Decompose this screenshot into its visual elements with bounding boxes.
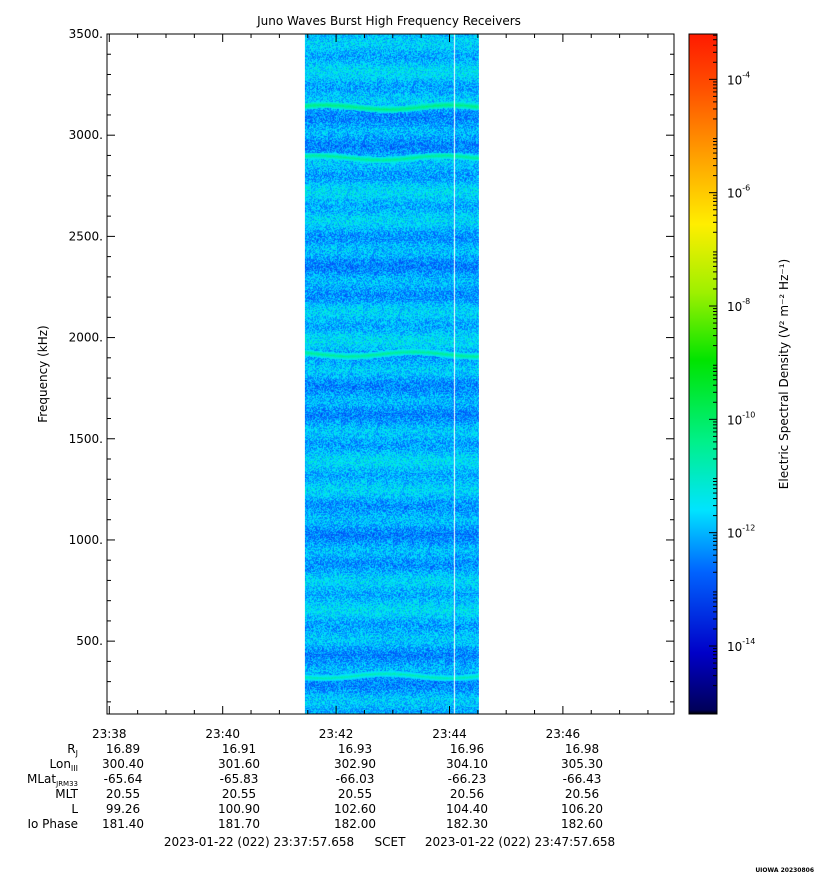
x-tick-label: 23:40: [205, 727, 240, 741]
y-tick-label: 2500.: [69, 229, 103, 243]
ephemeris-value: 305.30: [561, 757, 603, 771]
ephemeris-value: 301.60: [218, 757, 260, 771]
ephemeris-value: 181.40: [102, 817, 144, 831]
y-tick-label: 1500.: [69, 432, 103, 446]
ephemeris-value: 16.91: [222, 742, 256, 756]
y-tick-label: 3000.: [69, 128, 103, 142]
ephemeris-value: 16.93: [338, 742, 372, 756]
footer-end-time: 2023-01-22 (022) 23:47:57.658: [425, 835, 615, 849]
ephemeris-label: RJ: [67, 742, 78, 758]
y-axis: 500. 1000. 1500. 2000. 2500. 3000. 3500.: [69, 27, 674, 703]
ephemeris-value: 182.00: [334, 817, 376, 831]
ephemeris-label: Io Phase: [27, 817, 78, 831]
colorbar-tick-label: 10-4: [727, 70, 750, 87]
ephemeris-value: 20.55: [222, 787, 256, 801]
spectrogram-data: [304, 34, 479, 714]
x-axis: 23:38 23:40 23:42 23:44 23:46: [92, 34, 649, 741]
footer-start-time: 2023-01-22 (022) 23:37:57.658: [164, 835, 354, 849]
colorbar-tick-label: 10-8: [727, 297, 750, 314]
credit-stamp: UIOWA 20230806: [755, 867, 814, 874]
ephemeris-label: MLatJRM33: [27, 772, 78, 788]
x-tick-label: 23:46: [546, 727, 581, 741]
ephemeris-value: 106.20: [561, 802, 603, 816]
ephemeris-value: -66.23: [448, 772, 487, 786]
x-tick-label: 23:38: [92, 727, 127, 741]
y-tick-label: 500.: [76, 634, 103, 648]
ephemeris-label: MLT: [55, 787, 78, 801]
ephemeris-value: 99.26: [106, 802, 140, 816]
ephemeris-value: -65.64: [104, 772, 143, 786]
footer-scet-label: SCET: [375, 835, 407, 849]
ephemeris-value: 300.40: [102, 757, 144, 771]
ephemeris-value: -66.03: [336, 772, 375, 786]
ephemeris-value: 16.98: [565, 742, 599, 756]
ephemeris-value: 104.40: [446, 802, 488, 816]
y-axis-label: Frequency (kHz): [36, 325, 50, 422]
ephemeris-label: L: [71, 802, 78, 816]
ephemeris-value: -65.83: [220, 772, 259, 786]
ephemeris-value: 20.56: [565, 787, 599, 801]
colorbar-tick-label: 10-14: [727, 637, 755, 654]
ephemeris-value: 100.90: [218, 802, 260, 816]
plot-frame: [106, 33, 675, 715]
ephemeris-value: 302.90: [334, 757, 376, 771]
colorbar: [689, 34, 717, 714]
ephemeris-value: 20.55: [338, 787, 372, 801]
ephemeris-value: 16.96: [450, 742, 484, 756]
y-tick-label: 3500.: [69, 27, 103, 41]
x-tick-label: 23:42: [319, 727, 354, 741]
chart-title: Juno Waves Burst High Frequency Receiver…: [256, 14, 521, 28]
colorbar-tick-label: 10-12: [727, 524, 755, 541]
ephemeris-value: -66.43: [563, 772, 602, 786]
y-tick-label: 2000.: [69, 331, 103, 345]
ephemeris-value: 304.10: [446, 757, 488, 771]
ephemeris-value: 182.30: [446, 817, 488, 831]
y-tick-label: 1000.: [69, 533, 103, 547]
colorbar-axis: 10-4 10-6 10-8 10-10 10-12 10-14: [709, 34, 755, 687]
ephemeris-value: 181.70: [218, 817, 260, 831]
colorbar-frame: [688, 33, 718, 715]
spectrogram-image: [304, 34, 479, 714]
x-tick-label: 23:44: [432, 727, 467, 741]
ephemeris-value: 20.56: [450, 787, 484, 801]
colorbar-tick-label: 10-10: [727, 410, 755, 427]
ephemeris-value: 20.55: [106, 787, 140, 801]
colorbar-label: Electric Spectral Density (V² m⁻² Hz⁻¹): [777, 259, 791, 489]
colorbar-tick-label: 10-6: [727, 184, 750, 201]
ephemeris-value: 182.60: [561, 817, 603, 831]
ephemeris-value: 16.89: [106, 742, 140, 756]
ephemeris-value: 102.60: [334, 802, 376, 816]
ephemeris-label: LonIII: [50, 757, 79, 773]
